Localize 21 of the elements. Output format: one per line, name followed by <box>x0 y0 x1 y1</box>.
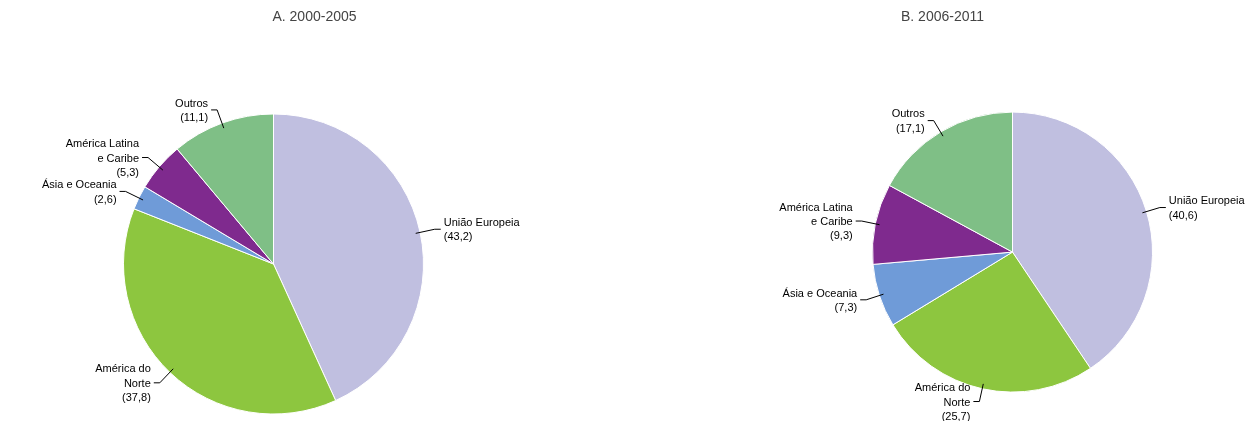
slice-label: América Latina e Caribe <box>779 200 854 228</box>
data-label: (43,2) <box>443 230 473 243</box>
data-label: (9,3) <box>830 229 853 242</box>
chart-title: A. 2000-2005 <box>272 7 357 24</box>
slice-label: América Latina e Caribe <box>65 137 140 164</box>
slice-label: Outros <box>175 96 209 109</box>
data-label: (11,1) <box>180 111 209 124</box>
slice-label: União Europeia <box>443 216 521 229</box>
data-label: (2,6) <box>93 192 117 205</box>
data-label: (5,3) <box>116 165 140 178</box>
slice-label: Ásia e Oceania <box>782 286 859 299</box>
data-label: (37,8) <box>122 391 151 404</box>
chart-title: B. 2006-2011 <box>900 7 985 24</box>
slice-label: União Europeia <box>1168 194 1246 207</box>
slice-label: Ásia e Oceania <box>41 178 118 191</box>
slice-label: Outros <box>891 107 926 120</box>
data-label: (17,1) <box>895 121 925 134</box>
slice-label: América do Norte <box>95 362 151 389</box>
slice-label: América do Norte <box>914 381 971 408</box>
data-label: (7,3) <box>834 301 858 314</box>
data-label: (40,6) <box>1168 208 1198 221</box>
